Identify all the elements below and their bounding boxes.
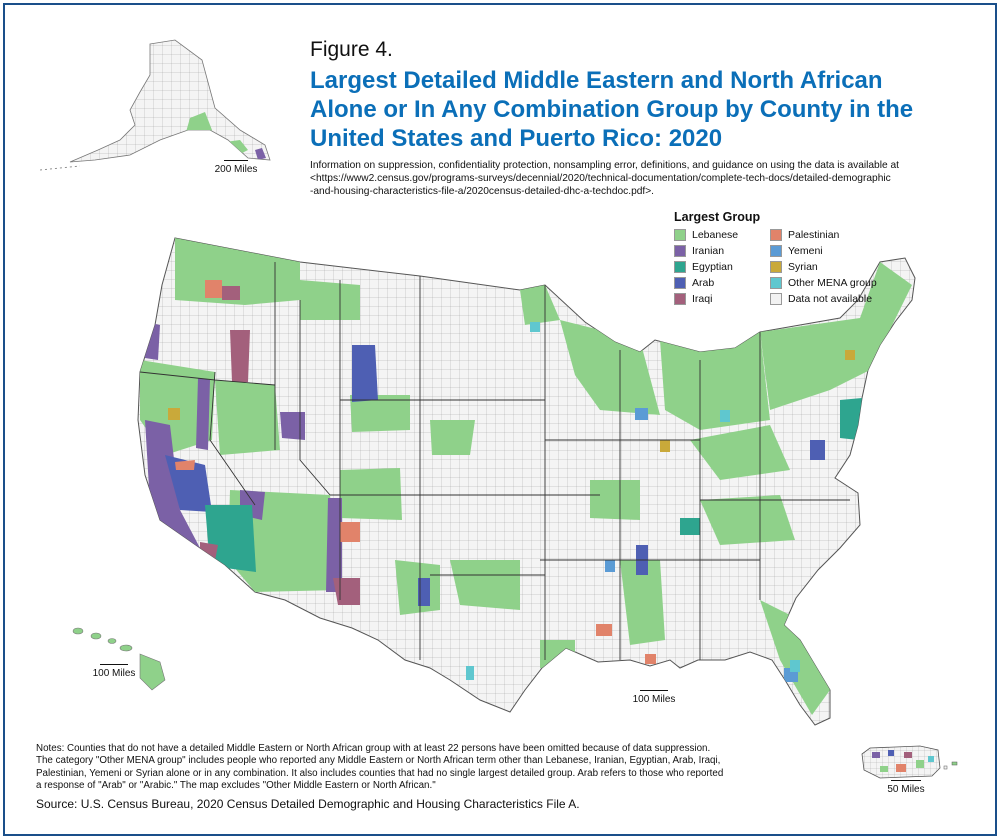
legend-swatch bbox=[674, 260, 686, 273]
scale-label: 100 Miles bbox=[632, 694, 676, 705]
legend-label: Data not available bbox=[788, 292, 873, 305]
scale-label: 50 Miles bbox=[887, 784, 925, 795]
legend-item: Syrian bbox=[770, 260, 880, 273]
legend-item: Egyptian bbox=[674, 260, 770, 273]
legend-item: Palestinian bbox=[770, 228, 880, 241]
legend-label: Iraqi bbox=[692, 292, 713, 305]
conus-scale: 100 Miles bbox=[624, 690, 684, 705]
scale-label: 100 Miles bbox=[92, 668, 136, 679]
legend-item: Data not available bbox=[770, 292, 880, 305]
title-line: United States and Puerto Rico: 2020 bbox=[310, 125, 723, 152]
figure-label: Figure 4. bbox=[310, 38, 393, 61]
source-note: Source: U.S. Census Bureau, 2020 Census … bbox=[36, 797, 580, 811]
legend-swatch bbox=[674, 292, 686, 305]
legend-swatch bbox=[770, 244, 782, 257]
scale-bar bbox=[100, 664, 128, 665]
hawaii-map bbox=[72, 627, 166, 691]
notes: Notes: Counties that do not have a detai… bbox=[36, 743, 826, 793]
legend-label: Syrian bbox=[788, 260, 818, 273]
scale-bar bbox=[224, 160, 248, 161]
legend-item: Lebanese bbox=[674, 228, 770, 241]
notes-line: Notes: Counties that do not have a detai… bbox=[36, 743, 711, 754]
legend-label: Arab bbox=[692, 276, 715, 289]
puerto-rico-scale: 50 Miles bbox=[876, 780, 936, 795]
info-line: <https://www2.census.gov/programs-survey… bbox=[310, 173, 891, 184]
legend: Largest Group Lebanese Palestinian Iranian… bbox=[674, 210, 877, 305]
info-line: Information on suppression, confidential… bbox=[310, 160, 899, 171]
legend-item: Iranian bbox=[674, 244, 770, 257]
legend-swatch bbox=[770, 276, 782, 289]
puerto-rico-map bbox=[861, 745, 958, 779]
legend-item: Iraqi bbox=[674, 292, 770, 305]
legend-swatch bbox=[770, 260, 782, 273]
scale-label: 200 Miles bbox=[214, 164, 258, 175]
legend-swatch bbox=[674, 228, 686, 241]
legend-swatch bbox=[770, 292, 782, 305]
notes-line: a response of "Arab" or "Arabic." The ma… bbox=[36, 780, 436, 792]
legend-label: Other MENA group bbox=[788, 276, 877, 289]
legend-swatch bbox=[674, 244, 686, 257]
alaska-map bbox=[39, 39, 271, 171]
legend-label: Palestinian bbox=[788, 228, 840, 241]
notes-line: The category "Other MENA group" includes… bbox=[36, 755, 721, 767]
title-line: Alone or In Any Combination Group by Cou… bbox=[310, 96, 914, 123]
alaska-scale: 200 Miles bbox=[206, 160, 266, 175]
hawaii-scale: 100 Miles bbox=[84, 664, 144, 679]
legend-swatch bbox=[770, 228, 782, 241]
info-line: -and-housing-characteristics-file-a/2020… bbox=[310, 186, 655, 197]
conus-map bbox=[137, 237, 916, 726]
legend-swatch bbox=[674, 276, 686, 289]
legend-item: Yemeni bbox=[770, 244, 880, 257]
legend-label: Egyptian bbox=[692, 260, 733, 273]
notes-line: Palestinian, Yemeni or Syrian alone or i… bbox=[36, 767, 724, 779]
scale-bar bbox=[640, 690, 668, 691]
scale-bar bbox=[891, 780, 921, 781]
info-text: Information on suppression, confidential… bbox=[310, 159, 990, 198]
legend-label: Lebanese bbox=[692, 228, 739, 241]
title-line: Largest Detailed Middle Eastern and Nort… bbox=[310, 67, 883, 94]
legend-item: Arab bbox=[674, 276, 770, 289]
legend-grid: Lebanese Palestinian Iranian Yemeni Egyptian… bbox=[674, 228, 877, 305]
map-title: Largest Detailed Middle Eastern and Nort… bbox=[310, 66, 990, 153]
legend-label: Iranian bbox=[692, 244, 725, 257]
legend-item: Other MENA group bbox=[770, 276, 880, 289]
legend-title: Largest Group bbox=[674, 210, 761, 224]
legend-label: Yemeni bbox=[788, 244, 823, 257]
